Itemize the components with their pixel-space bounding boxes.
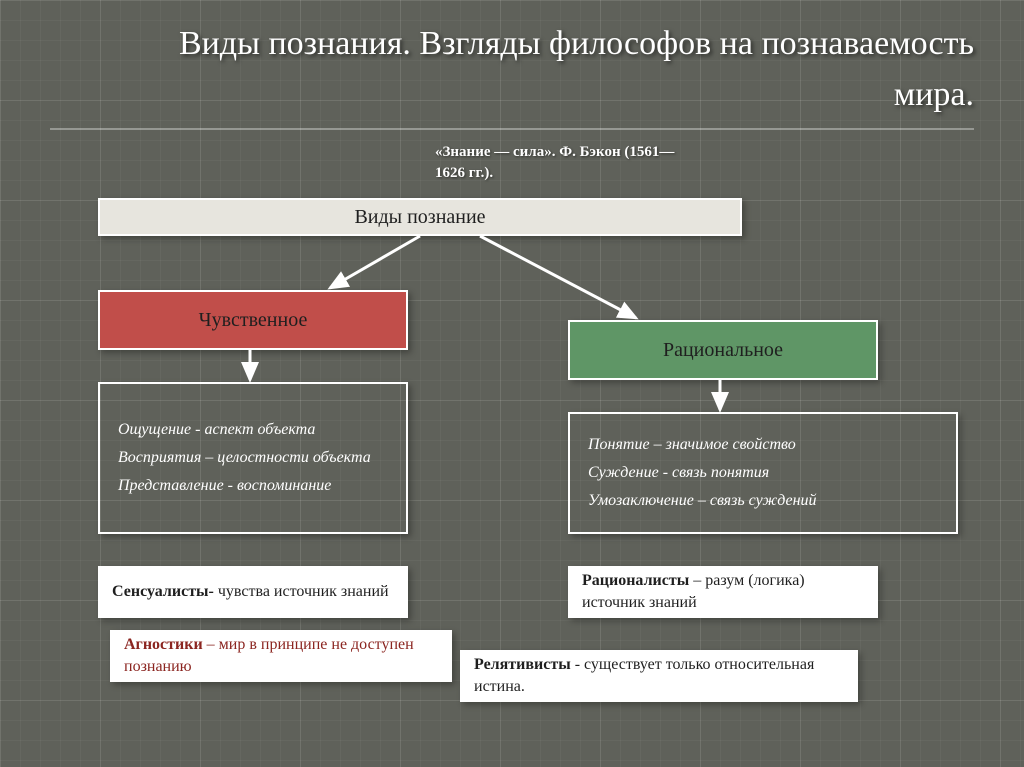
agnostics-box: Агностики – мир в принципе не доступен п…: [110, 630, 452, 682]
slide-title: Виды познания. Взгляды философов на позн…: [140, 18, 974, 120]
rational-detail-0: Понятие – значимое свойство: [588, 431, 796, 459]
rational-label: Рациональное: [663, 339, 783, 362]
sensualists-box: Сенсуалисты- чувства источник знаний: [98, 566, 408, 618]
sensualists-rest: чувства источник знаний: [214, 583, 389, 600]
sensory-label: Чувственное: [199, 309, 308, 332]
rational-details: Понятие – значимое свойство Суждение - с…: [568, 412, 958, 534]
rational-detail-1: Суждение - связь понятия: [588, 459, 769, 487]
sensory-details: Ощущение - аспект объекта Восприятия – ц…: [98, 382, 408, 534]
relativists-box: Релятивисты - существует только относите…: [460, 650, 858, 702]
rationalists-term: Рационалисты: [582, 572, 689, 589]
quote-line-1: «Знание — сила». Ф. Бэкон (1561—: [435, 142, 674, 163]
quote-block: «Знание — сила». Ф. Бэкон (1561— 1626 гг…: [435, 142, 674, 184]
rationalists-box: Рационалисты – разум (логика) источник з…: [568, 566, 878, 618]
rational-detail-2: Умозаключение – связь суждений: [588, 487, 817, 515]
arrow-root-sensory: [330, 236, 420, 288]
rational-node: Рациональное: [568, 320, 878, 380]
agnostics-term: Агностики: [124, 636, 203, 653]
quote-line-2: 1626 гг.).: [435, 163, 674, 184]
root-node: Виды познание: [98, 198, 742, 236]
arrow-root-rational: [480, 236, 636, 318]
sensory-node: Чувственное: [98, 290, 408, 350]
root-label: Виды познание: [354, 206, 485, 229]
sensualists-term: Сенсуалисты-: [112, 583, 214, 600]
sensory-detail-2: Представление - воспоминание: [118, 472, 331, 500]
sensory-detail-1: Восприятия – целостности объекта: [118, 444, 371, 472]
relativists-term: Релятивисты: [474, 656, 575, 673]
title-underline: [50, 128, 974, 130]
sensory-detail-0: Ощущение - аспект объекта: [118, 416, 315, 444]
